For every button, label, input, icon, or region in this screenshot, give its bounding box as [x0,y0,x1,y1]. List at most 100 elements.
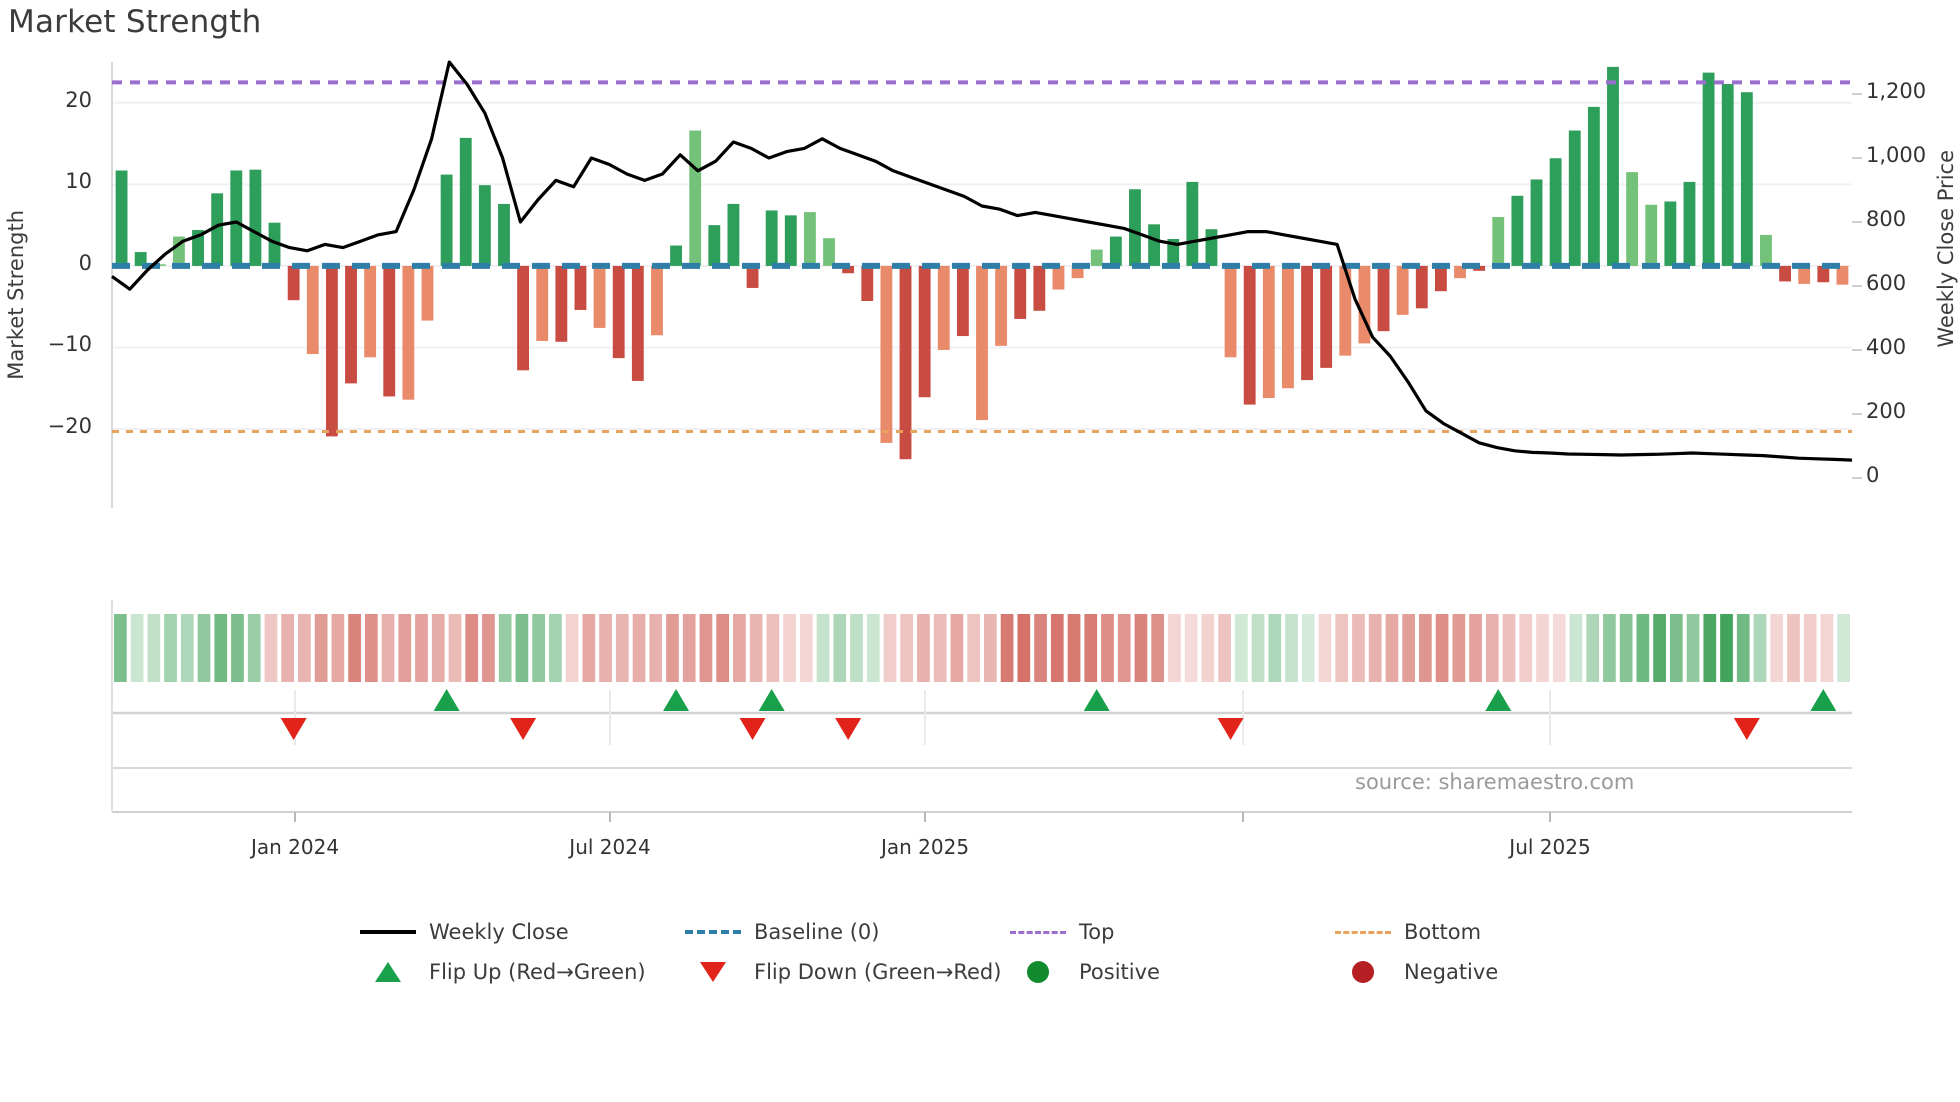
flip-up-marker [1485,689,1512,711]
bar [1129,189,1141,266]
heatmap-cell [498,614,512,682]
heatmap-cell [1669,614,1683,682]
legend-item[interactable]: Flip Down (Green→Red) [685,960,1010,984]
heatmap-cell [967,614,980,682]
bar [823,238,835,266]
bar [976,265,988,421]
weekly-close-line [111,60,1853,462]
bar [1434,265,1447,292]
flip-up-marker [663,689,690,711]
bar [287,265,300,301]
legend-label: Flip Up (Red→Green) [429,960,646,984]
x-tick-label: Jul 2025 [1509,835,1591,859]
heatmap-cell [582,614,596,682]
heatmap-cell [314,614,328,682]
bar [1454,265,1466,279]
heatmap-cell [632,614,646,682]
heatmap-cell [1117,614,1131,682]
bar [1779,265,1792,282]
heatmap-cell [1301,614,1315,682]
heatmap-cell [1234,614,1248,682]
heatmap-cell [917,614,930,682]
bar [115,170,128,266]
heatmap-cell [1469,614,1482,682]
y-tick-right: 600 [1866,271,1907,295]
bar [383,265,396,397]
bar [459,137,472,266]
heatmap-cell [298,614,311,682]
legend-item[interactable]: Weekly Close [360,920,685,944]
bar [1396,265,1409,315]
dot-green-icon [1010,961,1066,983]
heatmap-cell [1502,614,1516,682]
flip-down-marker [1217,718,1244,740]
heatmap-cell [214,614,228,682]
bar [1262,265,1275,399]
bar [364,265,377,358]
heatmap-cell [247,614,261,682]
legend-item[interactable]: Flip Up (Red→Green) [360,960,685,984]
heatmap-cell [1837,614,1850,682]
legend-item[interactable]: Baseline (0) [685,920,1010,944]
bar [1607,66,1619,266]
heatmap-cell [565,614,579,682]
bar [1014,265,1027,319]
heatmap-cell [431,614,445,682]
y-tick-right: 400 [1866,335,1907,359]
heatmap-cell [348,614,361,682]
legend-item[interactable]: Negative [1335,960,1660,984]
bar [1664,201,1677,266]
heatmap-cell [1335,614,1349,682]
heatmap-cell [1151,614,1165,682]
bar [1377,265,1390,332]
bar [498,203,510,266]
legend-label: Flip Down (Green→Red) [754,960,1002,984]
legend-label: Weekly Close [429,920,569,944]
heatmap-cell [1000,614,1014,682]
y-tick-right: 800 [1866,207,1907,231]
bar [1549,158,1562,266]
heatmap-cell [1485,614,1499,682]
heatmap-cell [816,614,830,682]
heatmap-cell [164,614,177,682]
heatmap-cell [615,614,629,682]
bar [1760,234,1772,266]
bar [727,203,740,266]
bar [402,265,415,400]
bar [612,265,625,359]
legend-item[interactable]: Bottom [1335,920,1660,944]
bar [1282,265,1294,389]
heatmap-cell [1787,614,1800,682]
heatmap-cell [281,614,295,682]
bar [1683,181,1696,266]
legend-label: Positive [1079,960,1160,984]
bar [1740,92,1753,266]
heatmap-cell [1753,614,1767,682]
heatmap-cell [532,614,545,682]
heatmap-cell [933,614,947,682]
heatmap-cell [1803,614,1817,682]
flip-markers [280,689,1837,740]
heatmap-cell [682,614,696,682]
heatmap-cell [1686,614,1700,682]
bar [1492,216,1505,266]
line-dotted-top-icon [1010,921,1066,943]
heatmap-cell [766,614,780,682]
x-tick-label: Jul 2024 [569,835,651,859]
heatmap-cell [465,614,479,682]
bar [631,265,644,381]
line-solid-icon [360,921,416,943]
heatmap-cell [1770,614,1784,682]
heatmap-cell [733,614,746,682]
heatmap-cell [197,614,211,682]
legend-item[interactable]: Top [1010,920,1335,944]
heatmap-cell [1536,614,1549,682]
heatmap-cell [833,614,847,682]
bar [555,265,568,342]
bar [880,265,893,443]
bar [1511,195,1524,266]
legend-item[interactable]: Positive [1010,960,1335,984]
bar [1109,236,1122,266]
line-dashed-icon [685,921,741,943]
